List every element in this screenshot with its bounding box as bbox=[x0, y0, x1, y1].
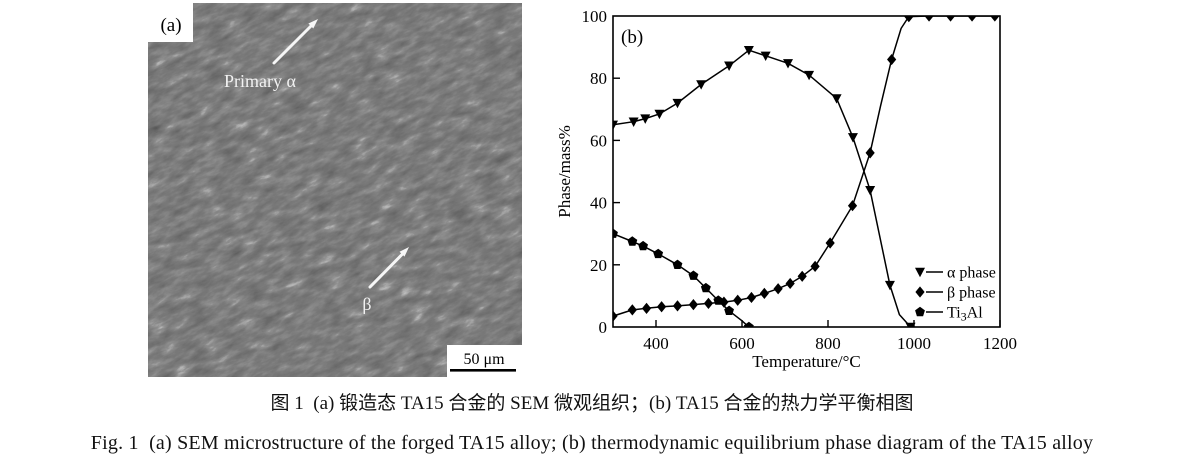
series-marker bbox=[743, 46, 754, 56]
series-marker bbox=[783, 59, 794, 69]
legend-item-3: Ti3Al bbox=[915, 305, 983, 324]
series-marker bbox=[641, 302, 652, 314]
legend-label: β phase bbox=[947, 285, 996, 302]
y-tick-label: 20 bbox=[590, 256, 607, 275]
sem-micrograph-panel: (a) Primary α β 50 μm bbox=[148, 3, 522, 377]
series-marker bbox=[904, 16, 914, 23]
beta-arrow-icon bbox=[368, 247, 409, 289]
y-tick-label: 0 bbox=[599, 318, 608, 337]
series-3 bbox=[613, 228, 754, 327]
primary-alpha-label: Primary α bbox=[224, 71, 296, 91]
beta-label: β bbox=[362, 294, 371, 314]
y-tick-label: 40 bbox=[590, 194, 607, 213]
x-tick-label: 400 bbox=[643, 334, 669, 353]
chart-series-group bbox=[613, 16, 1000, 327]
series-marker bbox=[847, 133, 858, 143]
series-marker bbox=[688, 270, 699, 280]
series-marker bbox=[967, 16, 977, 22]
series-2 bbox=[613, 16, 1000, 322]
series-marker bbox=[628, 117, 639, 127]
x-axis-title: Temperature/°C bbox=[752, 352, 861, 371]
series-marker bbox=[773, 283, 783, 295]
series-1 bbox=[613, 46, 916, 327]
series-marker bbox=[613, 228, 618, 238]
series-marker bbox=[627, 236, 638, 246]
legend-marker bbox=[915, 286, 925, 298]
series-marker bbox=[887, 53, 897, 66]
series-marker bbox=[785, 277, 795, 290]
series-marker bbox=[724, 61, 735, 71]
series-line bbox=[613, 16, 995, 317]
legend-label: α phase bbox=[947, 265, 996, 282]
legend-label: Ti3Al bbox=[947, 305, 983, 324]
panel-a-label-box bbox=[148, 3, 193, 42]
series-marker bbox=[865, 147, 875, 159]
series-marker bbox=[613, 310, 618, 322]
series-marker bbox=[627, 304, 637, 316]
series-marker bbox=[810, 260, 820, 272]
series-marker bbox=[924, 16, 934, 22]
series-marker bbox=[847, 200, 858, 212]
series-line bbox=[613, 49, 912, 327]
series-marker bbox=[700, 282, 711, 293]
series-marker bbox=[743, 321, 754, 327]
panel-a-label: (a) bbox=[160, 15, 181, 36]
series-marker bbox=[724, 305, 734, 315]
x-tick-label: 800 bbox=[815, 334, 841, 353]
phase-diagram-chart: 400 600 800 1000 1200 0 20 40 60 80 100 Temperature… bbox=[555, 7, 1017, 371]
x-tick-label: 600 bbox=[729, 334, 755, 353]
series-marker bbox=[945, 16, 956, 22]
legend-item-1: α phase bbox=[915, 265, 996, 282]
series-marker bbox=[865, 185, 876, 196]
y-tick-label: 60 bbox=[590, 131, 607, 150]
series-marker bbox=[760, 51, 771, 62]
plot-border bbox=[612, 15, 1001, 328]
series-marker bbox=[990, 16, 1000, 22]
legend-marker bbox=[915, 267, 925, 278]
legend-item-2: β phase bbox=[915, 285, 996, 302]
x-tick-label: 1000 bbox=[897, 334, 931, 353]
y-axis-title: Phase/mass% bbox=[555, 125, 574, 218]
series-marker bbox=[672, 259, 683, 269]
series-marker bbox=[703, 297, 714, 309]
series-marker bbox=[688, 299, 699, 311]
y-tick-label: 100 bbox=[582, 7, 608, 26]
series-marker bbox=[719, 296, 729, 308]
series-marker bbox=[672, 98, 683, 109]
series-marker bbox=[638, 240, 648, 251]
scale-bar: 50 μm bbox=[447, 345, 522, 377]
series-marker bbox=[759, 287, 769, 300]
series-marker bbox=[713, 295, 724, 305]
series-marker bbox=[905, 322, 916, 327]
legend-marker bbox=[915, 306, 925, 317]
series-marker bbox=[656, 301, 667, 313]
series-marker bbox=[653, 248, 664, 259]
series-marker bbox=[831, 94, 842, 104]
primary-alpha-arrow-icon bbox=[272, 19, 318, 65]
series-marker bbox=[804, 70, 815, 81]
caption-english: Fig. 1 (a) SEM microstructure of the for… bbox=[90, 432, 1094, 454]
series-marker bbox=[733, 294, 743, 306]
panel-b-label: (b) bbox=[621, 27, 643, 48]
y-tick-label: 80 bbox=[590, 69, 607, 88]
series-marker bbox=[672, 300, 683, 312]
series-marker bbox=[696, 80, 707, 90]
sem-texture bbox=[148, 3, 522, 377]
caption-chinese: 图 1 (a) 锻造态 TA15 合金的 SEM 微观组织；(b) TA15 合… bbox=[270, 393, 914, 414]
series-marker bbox=[654, 109, 665, 120]
series-marker bbox=[746, 291, 757, 304]
series-marker bbox=[613, 120, 618, 131]
series-marker bbox=[825, 237, 835, 249]
series-marker bbox=[640, 114, 651, 124]
x-tick-label: 1200 bbox=[983, 334, 1017, 353]
scale-bar-label: 50 μm bbox=[463, 351, 505, 368]
series-marker bbox=[884, 280, 895, 291]
series-marker bbox=[797, 270, 807, 282]
